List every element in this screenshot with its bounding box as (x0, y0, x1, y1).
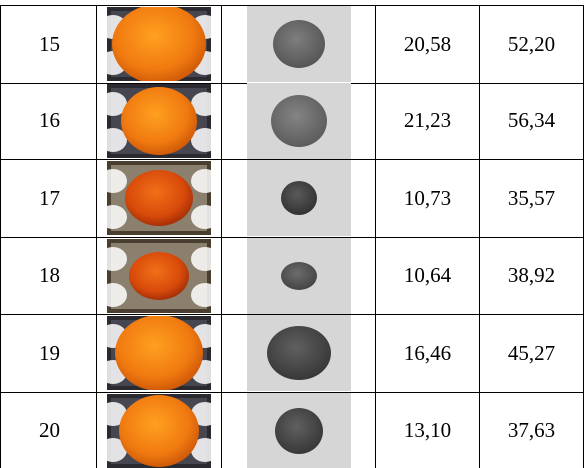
value-b: 52,20 (480, 5, 584, 84)
egg-image (107, 7, 211, 81)
gray-image (247, 393, 351, 468)
egg-image (107, 394, 211, 468)
sample-id: 19 (0, 315, 97, 393)
value-b: 37,63 (480, 393, 584, 468)
table-page: 15 20,5852,20 16 21,2356,34 17 10,7335,57 18 10… (0, 0, 584, 468)
gray-image (247, 238, 351, 314)
grayscale-image (222, 238, 376, 316)
egg-image (107, 316, 211, 390)
egg-photo (96, 5, 222, 84)
gray-image (247, 315, 351, 391)
grayscale-image (222, 393, 376, 468)
sample-id: 20 (0, 393, 97, 468)
value-a: 16,46 (376, 315, 480, 393)
value-b: 56,34 (480, 83, 584, 161)
value-a: 10,64 (376, 238, 480, 316)
sample-id: 18 (0, 238, 97, 316)
grayscale-image (222, 160, 376, 238)
grayscale-image (222, 5, 376, 84)
egg-image (107, 161, 211, 235)
egg-photo (96, 315, 222, 393)
egg-photo (96, 393, 222, 468)
value-b: 35,57 (480, 160, 584, 238)
value-b: 38,92 (480, 238, 584, 316)
egg-photo (96, 238, 222, 316)
sample-id: 15 (0, 5, 97, 84)
value-a: 20,58 (376, 5, 480, 84)
sample-id: 16 (0, 83, 97, 161)
grayscale-image (222, 315, 376, 393)
egg-image (107, 84, 211, 158)
sample-id: 17 (0, 160, 97, 238)
value-b: 45,27 (480, 315, 584, 393)
value-a: 21,23 (376, 83, 480, 161)
value-a: 10,73 (376, 160, 480, 238)
gray-image (247, 83, 351, 159)
egg-image (107, 239, 211, 313)
gray-image (247, 6, 351, 82)
gray-image (247, 160, 351, 236)
egg-photo (96, 160, 222, 238)
grayscale-image (222, 83, 376, 161)
value-a: 13,10 (376, 393, 480, 468)
egg-photo (96, 83, 222, 161)
